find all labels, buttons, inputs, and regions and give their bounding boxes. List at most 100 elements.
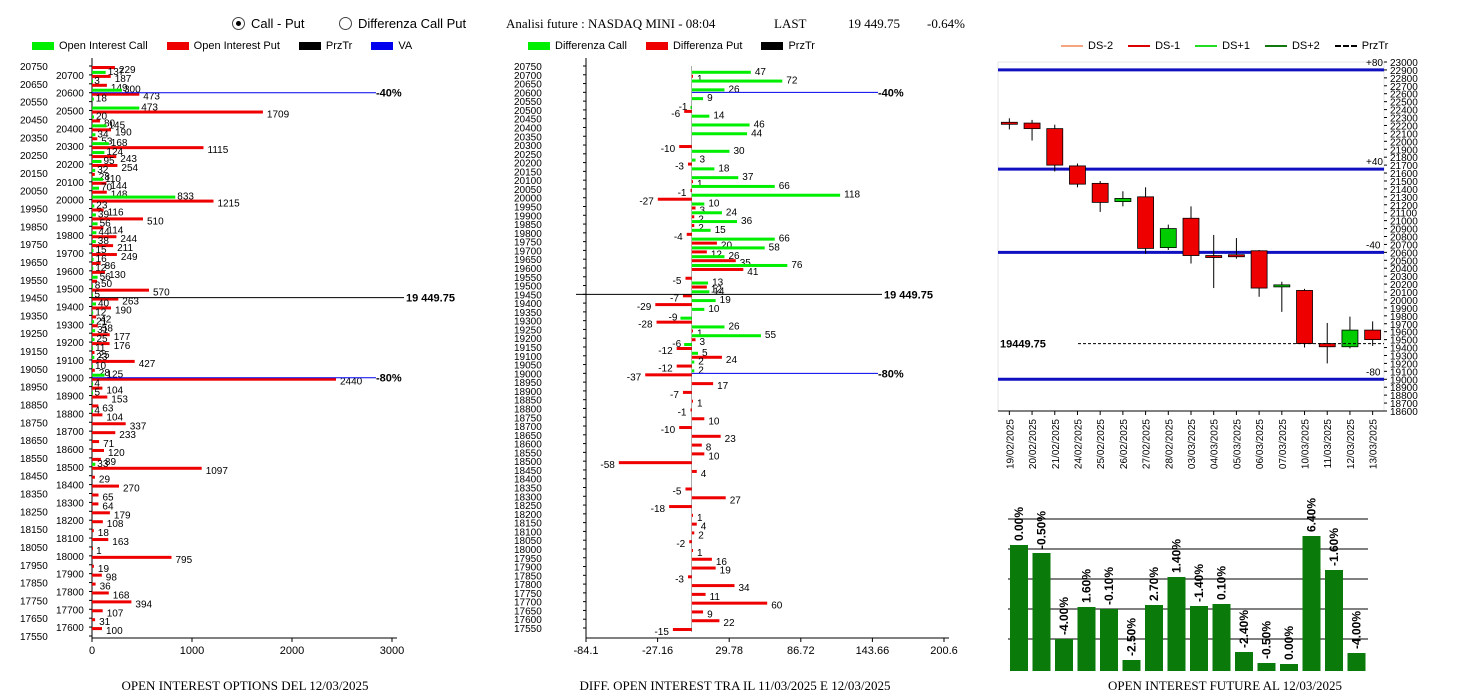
diff-call-bar <box>691 184 775 188</box>
strike-label: 19500 <box>514 282 542 293</box>
call-bar <box>92 462 96 466</box>
put-bar <box>92 199 214 203</box>
call-bar-label: 20 <box>96 111 108 122</box>
diff-put-bar <box>691 496 726 500</box>
diff-call-bar <box>691 176 739 180</box>
y-tick-label: 20500 <box>1390 256 1418 267</box>
call-bar-label: 10 <box>95 361 107 372</box>
diff-call-bar <box>684 343 692 346</box>
strike-label: 19200 <box>514 334 542 345</box>
strike-label: 17950 <box>20 561 48 572</box>
diff-put-bar <box>691 417 705 421</box>
oi-bar-label: -2.40% <box>1237 610 1251 648</box>
diff-call-label: 3 <box>700 155 706 166</box>
y-tick-label: 22700 <box>1390 82 1418 93</box>
diff-put-bar <box>682 294 692 298</box>
legend-label: PrzTr <box>1361 40 1389 52</box>
diff-put-bar <box>691 531 695 535</box>
put-bar <box>92 217 143 221</box>
oi-bar-label: -0.10% <box>1102 567 1116 605</box>
diff-put-bar <box>676 364 692 368</box>
y-tick-label: 22100 <box>1390 129 1418 140</box>
diff-call-bar <box>691 97 704 101</box>
put-bar-label: 1215 <box>218 199 241 210</box>
strike-label: 19300 <box>56 320 84 331</box>
diff-put-label: 10 <box>708 416 720 427</box>
diff-put-label: 23 <box>725 434 737 445</box>
strike-label: 20100 <box>514 176 542 187</box>
strike-label: 19800 <box>56 231 84 242</box>
radio-call-put-dot[interactable] <box>232 17 245 30</box>
diff-put-bar <box>691 355 722 359</box>
strike-label: 17600 <box>56 623 84 634</box>
diff-put-label: -27 <box>639 197 654 208</box>
put-bar <box>92 110 263 114</box>
diff-put-label: -29 <box>637 302 652 313</box>
oi-bar <box>1190 606 1208 671</box>
put-bar-label: 263 <box>122 297 139 308</box>
y-tick-label: 19700 <box>1390 320 1418 331</box>
diff-call-bar <box>691 246 765 250</box>
diff-call-bar <box>691 79 783 83</box>
diff-call-bar <box>691 369 695 373</box>
strike-label: 18700 <box>514 422 542 433</box>
put-bar <box>92 74 111 78</box>
diff-put-bar <box>645 373 692 377</box>
call-bar-label: 34 <box>97 129 109 140</box>
diff-put-bar <box>686 232 692 236</box>
diff-put-label: -1 <box>678 188 687 199</box>
put-bar <box>92 92 140 96</box>
strike-label: 18400 <box>56 481 84 492</box>
put-bar-label: 100 <box>106 626 123 637</box>
diff-call-bar <box>691 158 696 162</box>
diff-call-bar <box>691 114 710 118</box>
diff-put-bar <box>691 329 694 333</box>
radio-diff-dot[interactable] <box>339 17 352 30</box>
call-bar <box>92 275 98 279</box>
strike-label: 20000 <box>514 194 542 205</box>
oi-bar-label: 0.00% <box>1012 507 1026 541</box>
strike-label: 17700 <box>56 605 84 616</box>
y-tick-label: 19400 <box>1390 344 1418 355</box>
strike-label: 17900 <box>514 563 542 574</box>
y-tick-label: 20100 <box>1390 288 1418 299</box>
put-bar-label: 108 <box>107 519 124 530</box>
put-bar <box>92 529 94 533</box>
y-tick-label: 21700 <box>1390 161 1418 172</box>
diff-put-label: 4 <box>701 469 707 480</box>
call-bar-label: 11 <box>95 343 106 354</box>
put-bar <box>92 582 96 586</box>
diff-put-label: 1 <box>697 74 703 85</box>
call-bar-label: 21 <box>96 316 108 327</box>
radio-call-put[interactable]: Call - Put <box>232 16 304 31</box>
call-bar-label: 40 <box>98 298 110 309</box>
diff-call-label: 14 <box>713 111 725 122</box>
oi-bar <box>1010 545 1028 671</box>
radio-diff[interactable]: Differenza Call Put <box>339 16 466 31</box>
strike-label: 18600 <box>56 445 84 456</box>
put-bar <box>92 564 94 568</box>
diff-put-bar <box>691 382 714 386</box>
legend-line-prztr <box>1334 45 1357 47</box>
y-tick-label: 20900 <box>1390 225 1418 236</box>
diff-put-label: 3 <box>700 206 706 217</box>
candle-body <box>1205 255 1223 258</box>
strike-label: 19750 <box>514 238 542 249</box>
call-bar-label: 145 <box>109 120 126 131</box>
strike-label: 19150 <box>514 343 542 354</box>
diff-put-bar <box>679 426 692 430</box>
call-bar-label: 56 <box>100 218 112 229</box>
strike-label: 19150 <box>20 347 48 358</box>
diff-call-label: 76 <box>791 260 803 271</box>
x-tick-label: 2000 <box>280 645 304 657</box>
y-tick-label: 20400 <box>1390 264 1418 275</box>
put-bar-label: 795 <box>176 555 193 566</box>
diff-call-bar <box>691 132 748 136</box>
diff-put-label: 16 <box>716 557 728 568</box>
strike-label: 19800 <box>514 229 542 240</box>
diff-call-label: 44 <box>751 128 763 139</box>
diff-put-label: -10 <box>661 144 676 155</box>
put-bar-label: 104 <box>106 386 123 397</box>
y-tick-label: 19300 <box>1390 351 1418 362</box>
legend-swatch-diff-call <box>528 42 550 50</box>
